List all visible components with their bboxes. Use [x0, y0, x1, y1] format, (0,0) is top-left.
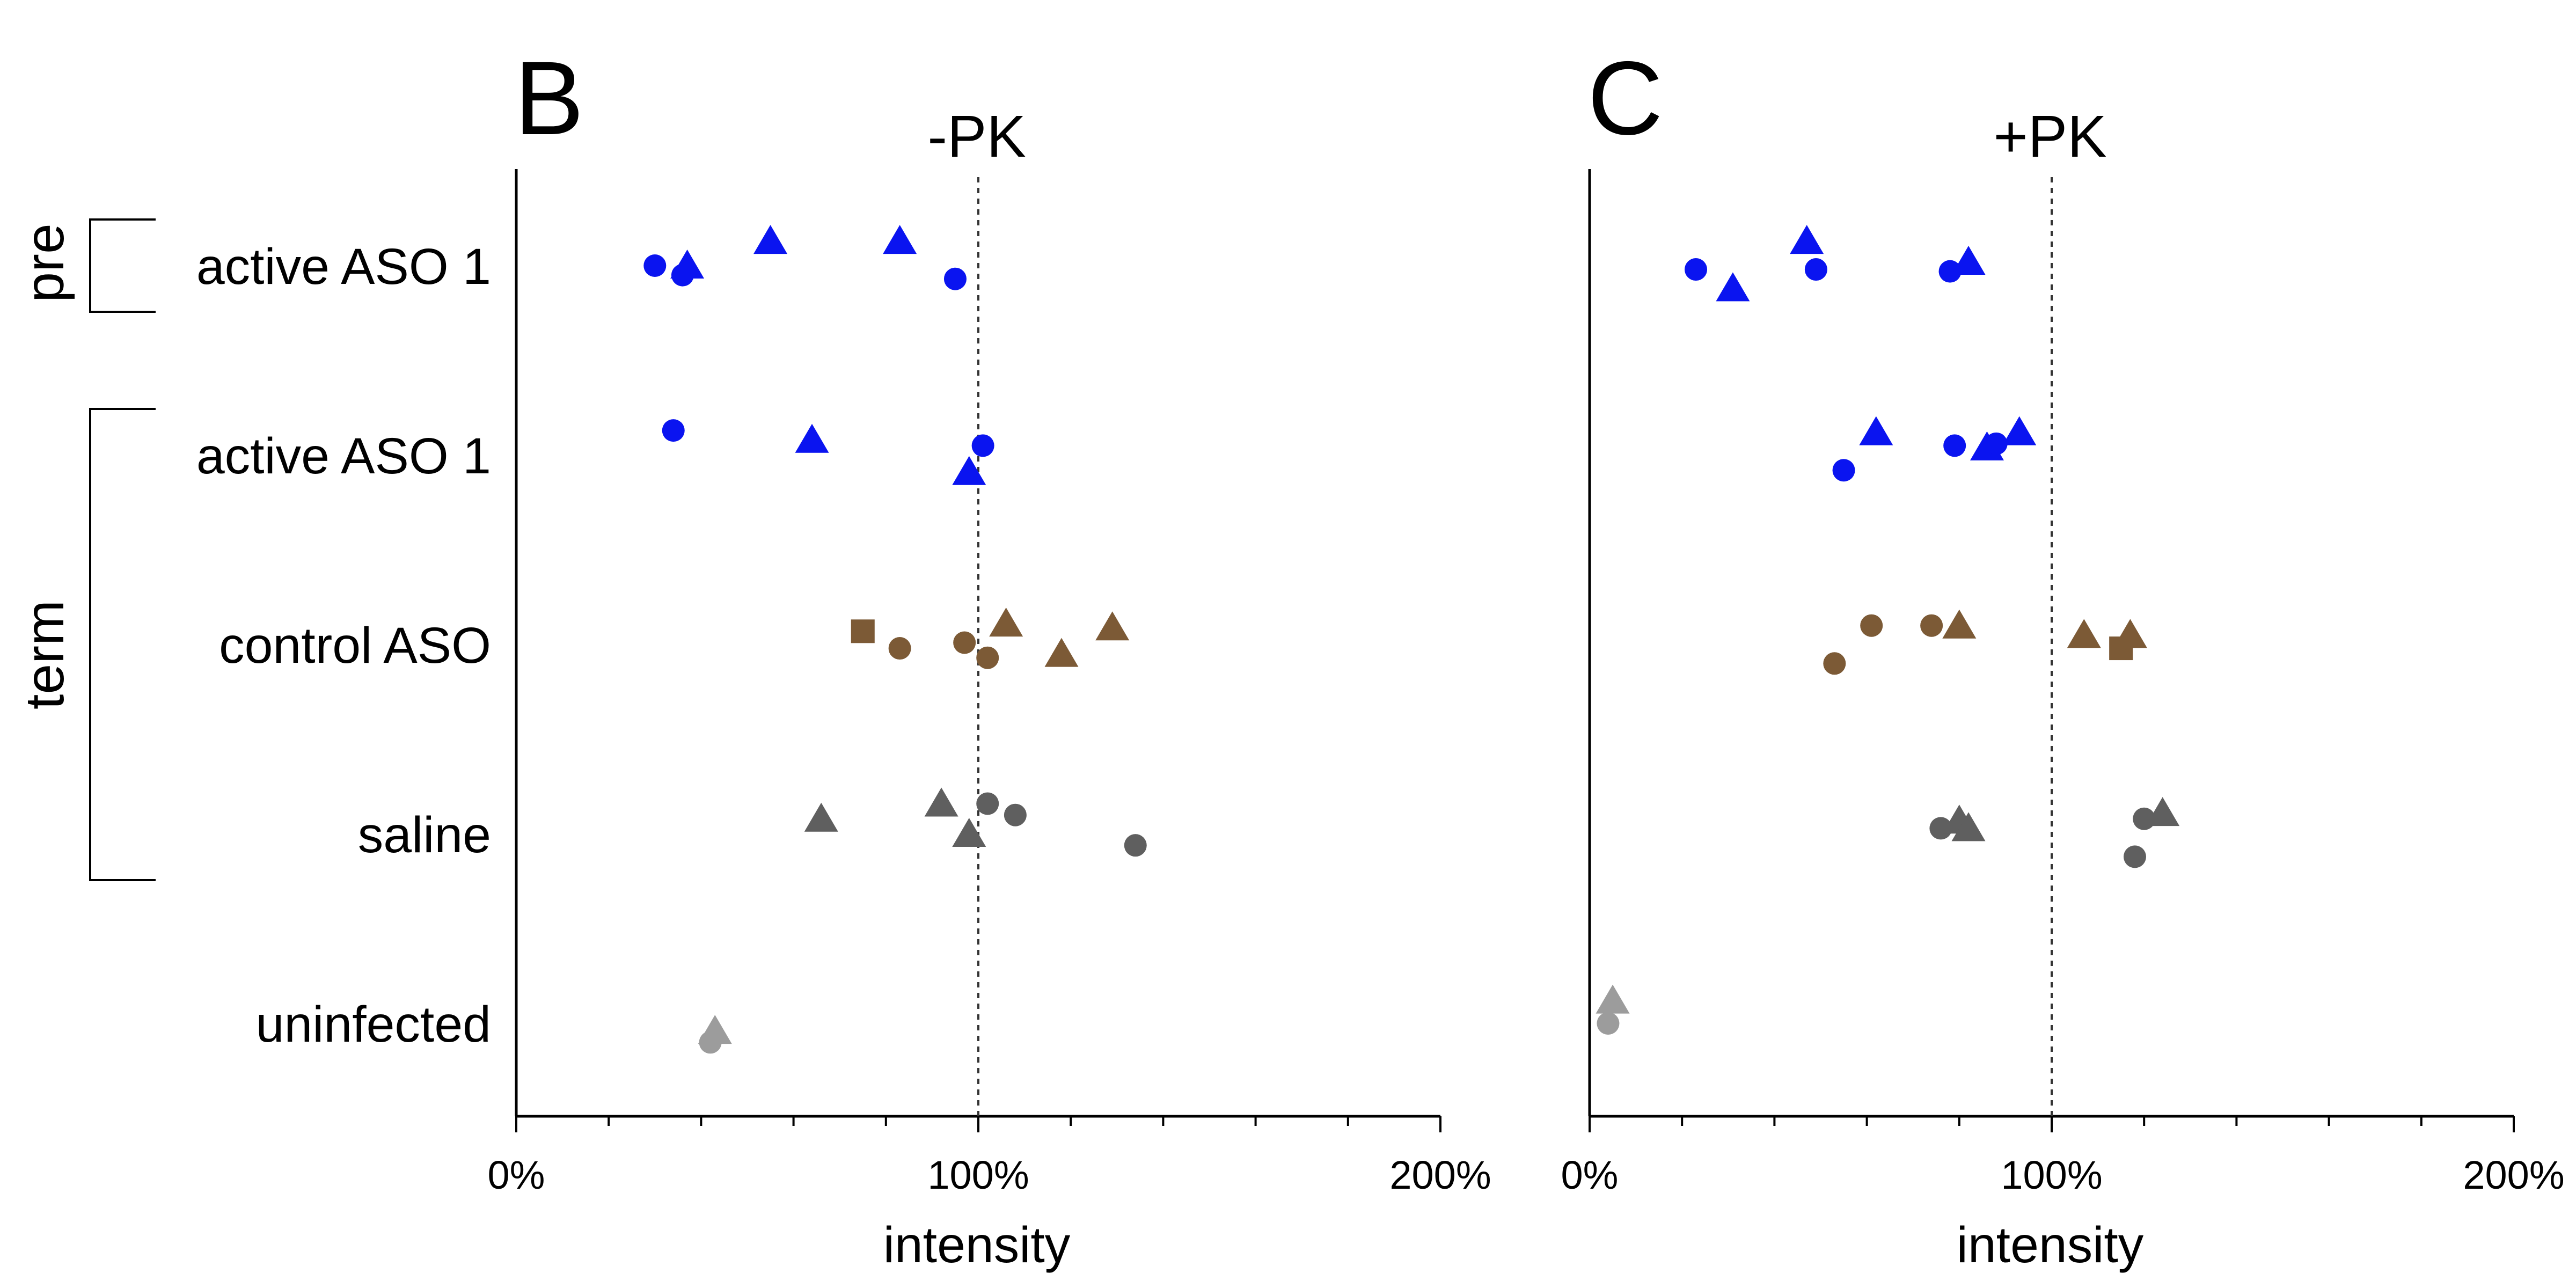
- category-label: uninfected: [256, 996, 491, 1053]
- data-point-circle: [971, 434, 994, 457]
- data-point-triangle: [924, 787, 958, 817]
- data-point-triangle: [795, 423, 829, 453]
- data-point-square: [851, 619, 875, 643]
- panel-b-axes: 0% 100% 200%: [488, 169, 1491, 1197]
- data-point-circle: [662, 419, 685, 442]
- category-labels: active ASO 1 active ASO 1 control ASO salin…: [196, 238, 491, 1053]
- data-point-circle: [1938, 260, 1962, 283]
- data-point-triangle: [952, 456, 986, 485]
- panel-c-x-axis-label: intensity: [1957, 1217, 2144, 1274]
- data-point-triangle: [2067, 619, 2101, 648]
- panel-c-axes: 0% 100% 200%: [1561, 169, 2565, 1197]
- data-point-triangle: [2002, 416, 2037, 445]
- data-point-triangle: [1716, 272, 1750, 302]
- data-point-triangle: [698, 1015, 732, 1044]
- data-point-triangle: [952, 818, 986, 847]
- panel-b: B -PK intensity 0% 100% 200%: [488, 40, 1491, 1274]
- data-point-circle: [953, 631, 976, 654]
- data-point-circle: [1124, 834, 1147, 857]
- data-point-triangle: [1596, 984, 1630, 1014]
- data-point-circle: [1597, 1012, 1620, 1035]
- data-point-circle: [1929, 817, 1952, 840]
- data-point-triangle: [1859, 416, 1893, 445]
- data-point-circle: [976, 792, 999, 815]
- data-point-triangle: [1951, 812, 1986, 841]
- x-tick-label: 0%: [1561, 1153, 1619, 1197]
- data-point-triangle: [989, 608, 1023, 637]
- data-point-triangle: [1942, 609, 1977, 639]
- category-label: active ASO 1: [196, 428, 491, 485]
- x-tick-label: 100%: [2001, 1153, 2102, 1197]
- data-point-circle: [1823, 652, 1846, 675]
- category-label: saline: [358, 807, 491, 863]
- panel-c-title: +PK: [1994, 104, 2107, 170]
- panel-letter-c: C: [1587, 40, 1663, 157]
- data-point-circle: [888, 637, 911, 660]
- data-point-circle: [943, 267, 967, 290]
- data-point-circle: [976, 646, 999, 669]
- x-tick-label: 200%: [2463, 1153, 2564, 1197]
- x-tick-label: 0%: [488, 1153, 545, 1197]
- data-point-circle: [1804, 258, 1827, 281]
- data-point-circle: [1832, 459, 1855, 482]
- data-point-circle: [1860, 614, 1883, 637]
- group-label-term: term: [14, 600, 75, 709]
- data-point-triangle: [1790, 225, 1824, 254]
- panel-b-points: [643, 225, 1147, 1054]
- data-point-triangle: [804, 802, 838, 832]
- data-point-triangle: [1095, 611, 1130, 641]
- group-bracket: [89, 218, 156, 313]
- data-point-triangle: [1951, 245, 1986, 275]
- data-point-circle: [643, 254, 667, 277]
- data-point-circle: [1685, 258, 1708, 281]
- panel-c: C +PK intensity 0% 100% 200%: [1561, 40, 2565, 1274]
- panel-b-title: -PK: [927, 104, 1026, 170]
- category-label: control ASO: [219, 617, 491, 674]
- panel-letter-b: B: [514, 40, 584, 157]
- data-point-triangle: [670, 250, 705, 279]
- x-tick-label: 100%: [927, 1153, 1029, 1197]
- group-label-pre: pre: [14, 223, 75, 302]
- group-bracket: [89, 408, 156, 881]
- data-point-triangle: [753, 225, 788, 254]
- x-tick-label: 200%: [1389, 1153, 1491, 1197]
- data-point-triangle: [2146, 797, 2180, 826]
- data-point-circle: [1004, 803, 1027, 826]
- group-brackets: pre term: [14, 218, 156, 881]
- data-point-circle: [1985, 432, 2008, 455]
- data-point-triangle: [883, 225, 917, 254]
- data-point-triangle: [1044, 638, 1079, 667]
- data-point-circle: [1943, 434, 1966, 457]
- data-point-circle: [1920, 614, 1943, 637]
- panel-c-points: [1596, 225, 2180, 1035]
- category-label: active ASO 1: [196, 238, 491, 295]
- data-point-circle: [2123, 845, 2146, 868]
- data-point-triangle: [2113, 619, 2147, 648]
- panel-b-x-axis-label: intensity: [883, 1217, 1071, 1274]
